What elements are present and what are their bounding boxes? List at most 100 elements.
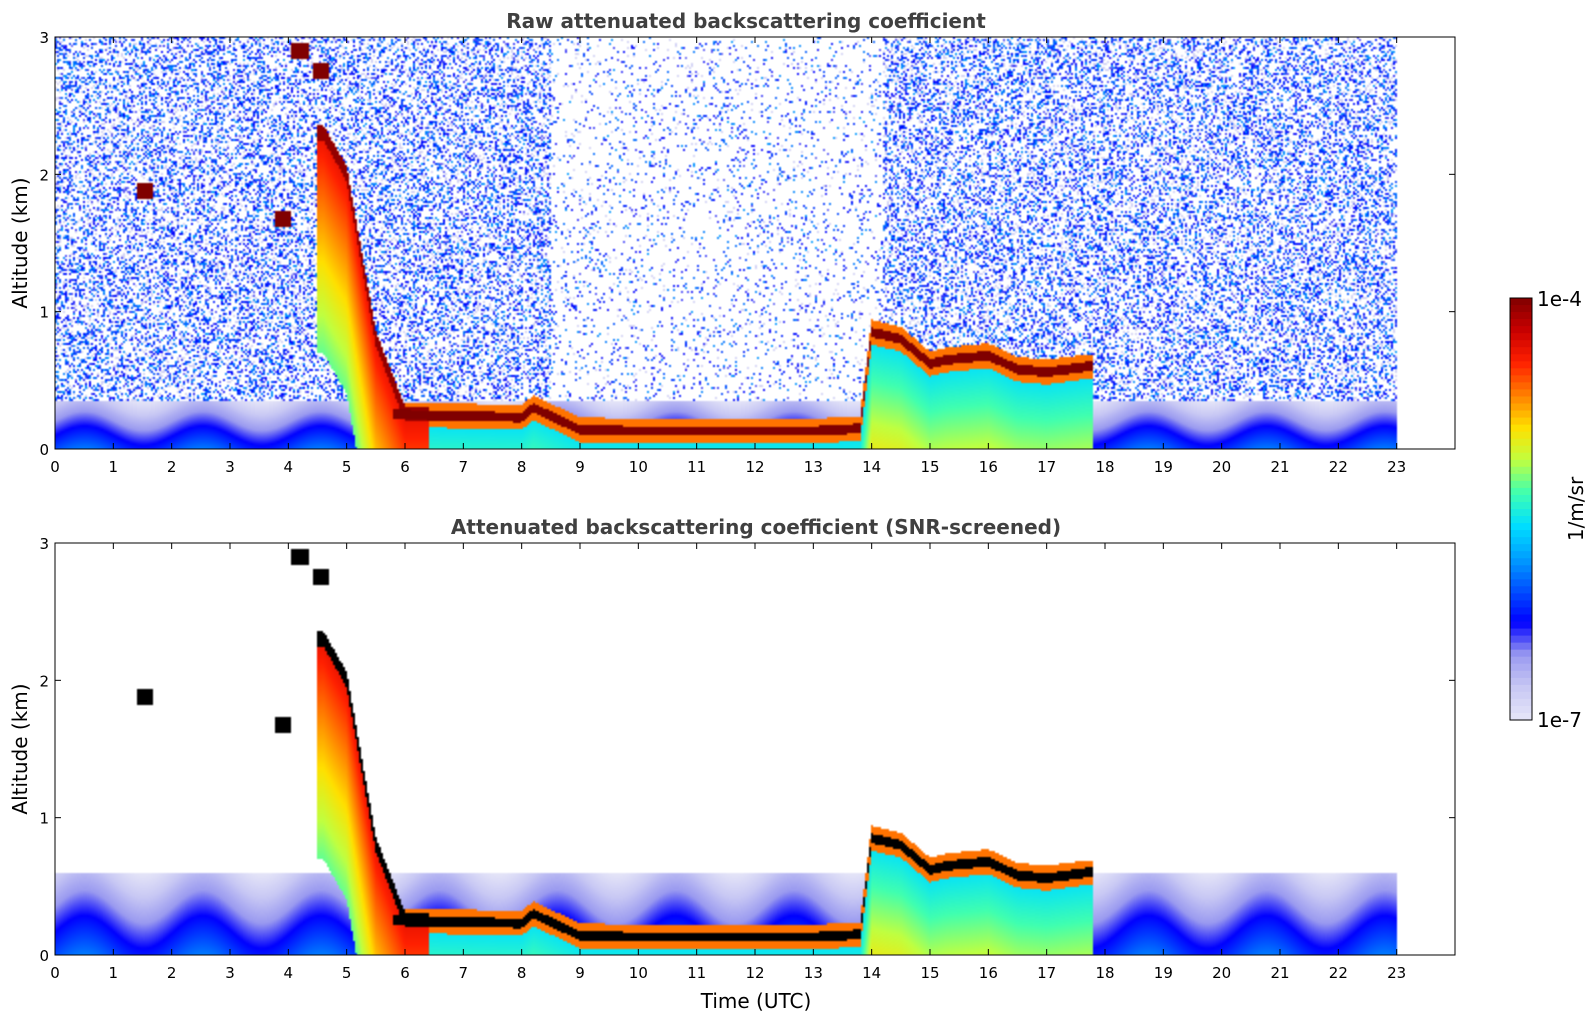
x-tick-label: 4 (284, 964, 294, 982)
panel-screened-title: Attenuated backscattering coefficient (S… (451, 515, 1061, 539)
panel-raw-ticks: 0 1 2 3 4 5 6 7 8 9 10 11 12 13 14 15 16 17 18 19 20 21 22 2301… (39, 29, 1455, 476)
x-tick-label: 21 (1270, 458, 1289, 476)
panel-raw-ylabel: Altitude (km) (8, 177, 32, 308)
colorbar-swatch (1510, 537, 1532, 545)
x-tick-label: 9 (575, 458, 585, 476)
panel-raw: Raw attenuated backscattering coefficien… (8, 9, 1456, 476)
colorbar-max-label: 1e-4 (1537, 287, 1582, 311)
colorbar-swatch (1510, 382, 1532, 391)
x-tick-label: 12 (745, 964, 764, 982)
x-tick-label: 8 (517, 458, 527, 476)
colorbar-swatch (1510, 361, 1532, 369)
x-tick-label: 9 (575, 964, 585, 982)
colorbar-swatch (1510, 438, 1532, 447)
colorbar-swatch (1510, 670, 1532, 679)
colorbar-swatch (1510, 635, 1532, 644)
colorbar-swatch (1510, 663, 1532, 672)
colorbar-swatch (1510, 621, 1532, 630)
x-tick-label: 1 (109, 964, 119, 982)
panel-raw-frame (54, 36, 1456, 450)
colorbar-swatch (1510, 691, 1532, 700)
heatmap-raw-image (55, 37, 1455, 449)
x-tick-label: 22 (1329, 964, 1348, 982)
colorbar-swatch (1510, 712, 1532, 721)
colorbar-swatch (1510, 445, 1532, 454)
y-tick-label: 1 (39, 810, 49, 828)
colorbar-swatch (1510, 551, 1532, 559)
colorbar-swatch (1510, 509, 1532, 517)
colorbar-swatch (1510, 600, 1532, 609)
colorbar-swatch (1510, 452, 1532, 461)
colorbar-swatch (1510, 396, 1532, 405)
x-tick-label: 0 (50, 458, 60, 476)
colorbar-swatch (1510, 579, 1532, 587)
x-tick-label: 10 (629, 458, 648, 476)
colorbar-swatch (1510, 649, 1532, 658)
x-tick-label: 6 (400, 458, 410, 476)
x-tick-label: 15 (920, 964, 939, 982)
x-tick-label: 5 (342, 964, 352, 982)
x-tick-label: 23 (1387, 458, 1406, 476)
colorbar-gradient (1510, 298, 1532, 721)
colorbar-min-label: 1e-7 (1537, 708, 1582, 732)
panel-screened-frame (54, 542, 1456, 956)
colorbar-swatch (1510, 642, 1532, 651)
colorbar-unit-label: 1/m/sr (1564, 476, 1588, 541)
x-tick-label: 22 (1329, 458, 1348, 476)
colorbar-swatch (1510, 572, 1532, 580)
colorbar-swatch (1510, 340, 1532, 348)
colorbar-swatch (1510, 586, 1532, 594)
x-tick-label: 19 (1154, 458, 1173, 476)
y-tick-label: 0 (39, 947, 49, 965)
colorbar-swatch (1510, 417, 1532, 426)
panel-screened-ticks: 0 1 2 3 4 5 6 7 8 9 10 11 12 13 14 15 16 17 18 19 20 21 22 2301… (39, 535, 1455, 982)
x-tick-label: 20 (1212, 964, 1231, 982)
x-tick-label: 11 (687, 964, 706, 982)
x-tick-label: 3 (225, 458, 235, 476)
colorbar-swatch (1510, 677, 1532, 686)
colorbar-swatch (1510, 431, 1532, 440)
colorbar-swatch (1510, 487, 1532, 496)
x-tick-label: 6 (400, 964, 410, 982)
x-tick-label: 11 (687, 458, 706, 476)
colorbar-swatch (1510, 424, 1532, 433)
colorbar-swatch (1510, 607, 1532, 616)
x-tick-label: 2 (167, 964, 177, 982)
x-tick-label: 13 (804, 458, 823, 476)
colorbar-swatch (1510, 298, 1532, 306)
colorbar-frame (1509, 297, 1533, 721)
colorbar-swatch (1510, 466, 1532, 475)
colorbar-swatch (1510, 326, 1532, 334)
x-tick-label: 17 (1037, 458, 1056, 476)
colorbar-swatch (1510, 516, 1532, 524)
colorbar-swatch (1510, 523, 1532, 531)
panel-screened-ylabel: Altitude (km) (8, 683, 32, 814)
x-tick-label: 21 (1270, 964, 1289, 982)
x-tick-label: 14 (862, 458, 881, 476)
colorbar-swatch (1510, 494, 1532, 503)
y-tick-label: 1 (39, 304, 49, 322)
x-tick-label: 0 (50, 964, 60, 982)
x-tick-label: 18 (1095, 458, 1114, 476)
colorbar: 1e-4 1e-7 1/m/sr (1509, 287, 1588, 732)
colorbar-swatch (1510, 312, 1532, 320)
x-tick-label: 16 (979, 458, 998, 476)
colorbar-swatch (1510, 473, 1532, 482)
x-tick-label: 7 (459, 964, 469, 982)
colorbar-swatch (1510, 684, 1532, 693)
x-tick-label: 14 (862, 964, 881, 982)
colorbar-swatch (1510, 705, 1532, 714)
colorbar-swatch (1510, 480, 1532, 489)
colorbar-swatch (1510, 368, 1532, 376)
x-tick-label: 20 (1212, 458, 1231, 476)
x-tick-label: 19 (1154, 964, 1173, 982)
panel-screened-xlabel: Time (UTC) (700, 989, 812, 1013)
x-tick-label: 16 (979, 964, 998, 982)
x-tick-label: 4 (284, 458, 294, 476)
colorbar-swatch (1510, 558, 1532, 566)
x-tick-label: 10 (629, 964, 648, 982)
colorbar-swatch (1510, 389, 1532, 398)
colorbar-swatch (1510, 501, 1532, 510)
x-tick-label: 15 (920, 458, 939, 476)
